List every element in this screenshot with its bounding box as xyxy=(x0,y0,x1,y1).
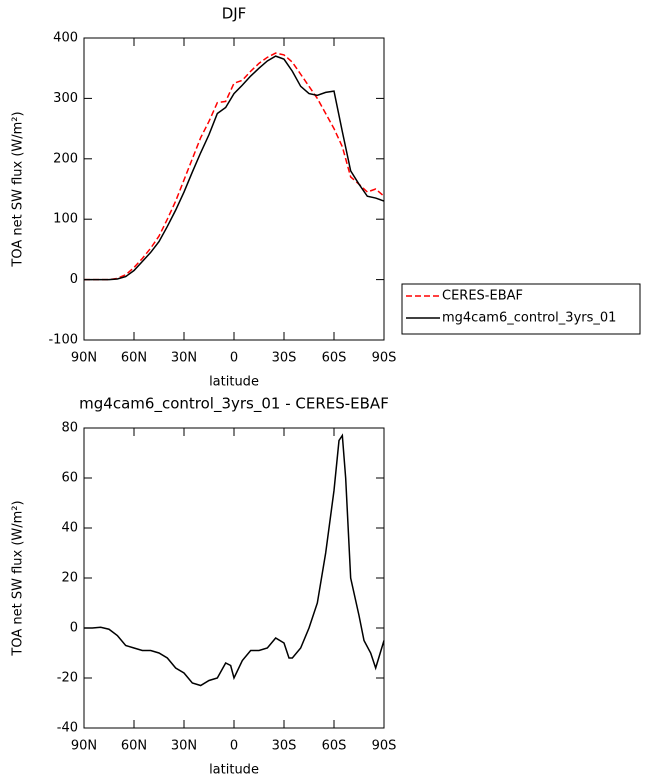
y-tick-label: 400 xyxy=(53,31,78,46)
x-tick-label: 30S xyxy=(272,351,297,366)
plot-frame xyxy=(83,427,385,729)
data-line xyxy=(84,52,385,281)
plot-frame xyxy=(83,37,385,341)
x-tick-label: 30N xyxy=(171,739,197,754)
legend: CERES-EBAF mg4cam6_control_3yrs_01 xyxy=(401,283,641,335)
y-tick-label: 40 xyxy=(61,521,78,536)
x-tick-label: 90S xyxy=(372,739,397,754)
x-axis-label: latitude xyxy=(209,375,259,390)
y-tick-label: 20 xyxy=(61,571,78,586)
y-tick-label: -100 xyxy=(48,333,78,348)
x-tick-label: 60N xyxy=(121,739,147,754)
x-tick-label: 60S xyxy=(322,739,347,754)
y-tick-label: 0 xyxy=(70,621,78,636)
x-tick-label: 0 xyxy=(230,351,238,366)
data-line xyxy=(84,433,385,687)
chart-title: mg4cam6_control_3yrs_01 - CERES-EBAF xyxy=(79,395,389,414)
x-tick-label: 60N xyxy=(121,351,147,366)
y-tick-label: 300 xyxy=(53,91,78,106)
y-tick-label: 60 xyxy=(61,471,78,486)
x-tick-label: 30N xyxy=(171,351,197,366)
y-tick-label: 80 xyxy=(61,421,78,436)
x-tick-label: 90N xyxy=(71,351,97,366)
y-tick-label: -20 xyxy=(57,671,78,686)
legend-label: mg4cam6_control_3yrs_01 xyxy=(442,311,616,326)
y-tick-label: 0 xyxy=(70,272,78,287)
legend-label: CERES-EBAF xyxy=(442,289,523,304)
y-axis-label: TOA net SW flux (W/m²) xyxy=(11,500,26,656)
y-tick-label: 200 xyxy=(53,151,78,166)
x-tick-label: 60S xyxy=(322,351,347,366)
x-tick-label: 30S xyxy=(272,739,297,754)
y-tick-label: 100 xyxy=(53,212,78,227)
x-tick-label: 90S xyxy=(372,351,397,366)
x-axis-label: latitude xyxy=(209,763,259,778)
x-tick-label: 0 xyxy=(230,739,238,754)
chart-title: DJF xyxy=(222,5,247,23)
y-tick-label: -40 xyxy=(57,721,78,736)
legend-box xyxy=(401,283,641,335)
data-line xyxy=(84,55,385,281)
y-axis-label: TOA net SW flux (W/m²) xyxy=(11,111,26,267)
x-tick-label: 90N xyxy=(71,739,97,754)
